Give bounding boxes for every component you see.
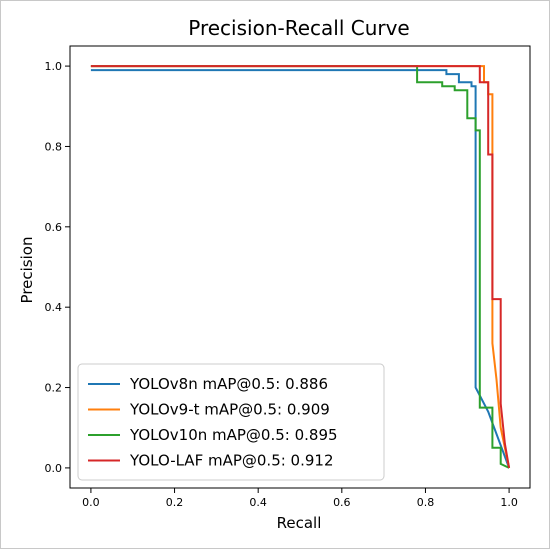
y-tick-label-5: 1.0 bbox=[45, 60, 63, 73]
legend-label-3: YOLO-LAF mAP@0.5: 0.912 bbox=[129, 452, 334, 470]
series-line-3 bbox=[90, 65, 511, 469]
y-tick-label-4: 0.8 bbox=[45, 140, 63, 153]
x-axis-label: Recall bbox=[277, 514, 322, 532]
chart-title: Precision-Recall Curve bbox=[188, 16, 409, 40]
y-axis-label: Precision bbox=[18, 237, 36, 304]
series-line-1 bbox=[90, 65, 511, 469]
legend-label-0: YOLOv8n mAP@0.5: 0.886 bbox=[129, 375, 328, 393]
x-tick-label-0: 0.0 bbox=[82, 496, 100, 509]
x-tick-label-4: 0.8 bbox=[417, 496, 435, 509]
legend-label-1: YOLOv9-t mAP@0.5: 0.909 bbox=[129, 401, 330, 419]
y-tick-label-2: 0.4 bbox=[45, 301, 63, 314]
y-tick-label-1: 0.2 bbox=[45, 382, 63, 395]
series-line-2 bbox=[90, 65, 510, 469]
x-tick-label-2: 0.4 bbox=[249, 496, 267, 509]
axes-frame bbox=[69, 45, 531, 489]
legend-box bbox=[77, 363, 385, 481]
x-tick-label-1: 0.2 bbox=[166, 496, 184, 509]
x-tick-label-5: 1.0 bbox=[500, 496, 518, 509]
plot-area: 0.0 0.2 0.4 0.6 0.8 1.0 0.0 0.2 0.4 0.6 0.8 1.0 YOLO… bbox=[45, 45, 531, 509]
x-tick-label-3: 0.6 bbox=[333, 496, 351, 509]
y-tick-label-0: 0.0 bbox=[45, 462, 63, 475]
legend-label-2: YOLOv10n mAP@0.5: 0.895 bbox=[129, 426, 338, 444]
y-tick-label-3: 0.6 bbox=[45, 221, 63, 234]
